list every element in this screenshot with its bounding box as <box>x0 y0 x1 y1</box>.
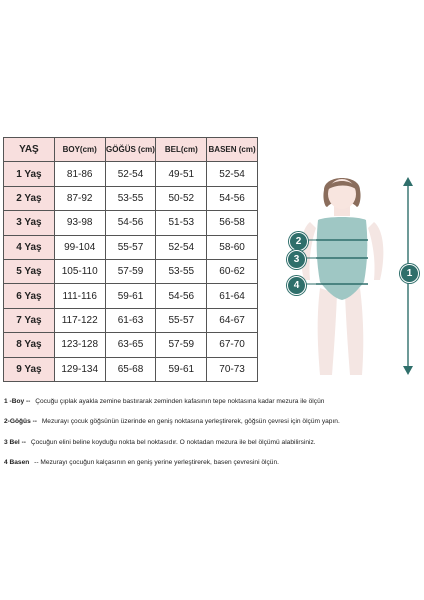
hip-cell: 58-60 <box>206 234 258 260</box>
header-age: YAŞ <box>3 136 55 163</box>
chest-cell: 52-54 <box>104 161 157 187</box>
note-text: Çocuğun elini beline koyduğu nokta bel n… <box>30 438 316 446</box>
note-text: Çocuğu çıplak ayakla zemine bastırarak z… <box>35 398 325 405</box>
age-cell: 9 Yaş <box>3 356 55 382</box>
height-cell: 123-128 <box>53 332 106 358</box>
child-bangs <box>327 181 357 190</box>
hip-cell: 52-54 <box>206 161 258 187</box>
measurement-notes: 1 -Boy -- Çocuğu çıplak ayakla zemine ba… <box>4 398 420 480</box>
chest-cell: 65-68 <box>104 356 157 382</box>
height-cell: 99-104 <box>53 234 106 260</box>
hip-cell: 56-58 <box>206 210 258 236</box>
chest-cell: 55-57 <box>104 234 157 260</box>
table-row: 6 Yaş 111-116 59-61 54-56 61-64 <box>3 283 258 309</box>
child-measurement-figure: 1 2 3 4 <box>260 170 424 390</box>
height-arrow-top <box>403 177 413 186</box>
size-chart-table: YAŞ BOY(cm) GÖĞÜS (cm) BEL(cm) BASEN (cm… <box>3 136 258 382</box>
marker-1-height: 1 <box>400 264 419 283</box>
chest-cell: 53-55 <box>104 185 157 212</box>
age-cell: 4 Yaş <box>3 234 55 260</box>
age-cell: 3 Yaş <box>3 210 55 236</box>
height-arrow-bottom <box>403 366 413 375</box>
header-height: BOY(cm) <box>53 136 106 163</box>
note-label: 3 Bel -- <box>4 438 26 446</box>
chest-cell: 57-59 <box>104 258 157 285</box>
note-hip: 4 Basen -- Mezurayı çocuğun kalçasının e… <box>4 459 420 467</box>
hip-cell: 54-56 <box>206 185 258 212</box>
waist-cell: 54-56 <box>155 283 208 309</box>
note-text: Mezurayı çocuk göğsünün üzerinde en geni… <box>41 418 340 426</box>
hip-cell: 61-64 <box>206 283 258 309</box>
note-label: 4 Basen <box>4 459 30 467</box>
marker-4-hip: 4 <box>287 276 306 295</box>
header-hip: BASEN (cm) <box>206 136 258 163</box>
height-cell: 87-92 <box>53 185 106 212</box>
table-row: 8 Yaş 123-128 63-65 57-59 67-70 <box>3 332 258 358</box>
waist-cell: 59-61 <box>155 356 208 382</box>
age-cell: 8 Yaş <box>3 332 55 358</box>
chest-cell: 54-56 <box>104 210 157 236</box>
child-arms <box>300 222 384 280</box>
marker-2-chest: 2 <box>289 232 308 251</box>
table-row: 4 Yaş 99-104 55-57 52-54 58-60 <box>3 234 258 260</box>
child-face <box>328 179 356 209</box>
waist-cell: 52-54 <box>155 234 208 260</box>
chest-cell: 59-61 <box>104 283 157 309</box>
age-cell: 6 Yaş <box>3 283 55 309</box>
height-cell: 111-116 <box>53 283 106 309</box>
table-row: 7 Yaş 117-122 61-63 55-57 64-67 <box>3 307 258 334</box>
waist-cell: 53-55 <box>155 258 208 285</box>
table-row: 1 Yaş 81-86 52-54 49-51 52-54 <box>3 161 258 187</box>
note-height: 1 -Boy -- Çocuğu çıplak ayakla zemine ba… <box>4 398 420 406</box>
child-silhouette-illustration <box>300 177 413 375</box>
child-legs <box>317 288 364 375</box>
table-row: 9 Yaş 129-134 65-68 59-61 70-73 <box>3 356 258 382</box>
hip-cell: 67-70 <box>206 332 258 358</box>
note-label: 1 -Boy -- <box>4 398 31 405</box>
waist-cell: 57-59 <box>155 332 208 358</box>
marker-3-waist: 3 <box>287 250 306 269</box>
chest-cell: 63-65 <box>104 332 157 358</box>
height-cell: 105-110 <box>53 258 106 285</box>
note-chest: 2-Göğüs -- Mezurayı çocuk göğsünün üzeri… <box>4 418 420 426</box>
note-text: -- Mezurayı çocuğun kalçasının en geniş … <box>34 459 279 467</box>
note-label: 2-Göğüs -- <box>4 418 37 426</box>
age-cell: 2 Yaş <box>3 185 55 212</box>
age-cell: 7 Yaş <box>3 307 55 334</box>
hip-cell: 70-73 <box>206 356 258 382</box>
hip-cell: 64-67 <box>206 307 258 334</box>
height-cell: 81-86 <box>53 161 106 187</box>
waist-cell: 50-52 <box>155 185 208 212</box>
waist-cell: 55-57 <box>155 307 208 334</box>
table-row: 3 Yaş 93-98 54-56 51-53 56-58 <box>3 210 258 236</box>
table-row: 2 Yaş 87-92 53-55 50-52 54-56 <box>3 185 258 212</box>
note-waist: 3 Bel -- Çocuğun elini beline koyduğu no… <box>4 439 420 447</box>
height-cell: 129-134 <box>53 356 106 382</box>
table-header-row: YAŞ BOY(cm) GÖĞÜS (cm) BEL(cm) BASEN (cm… <box>3 136 258 163</box>
age-cell: 1 Yaş <box>3 161 55 187</box>
waist-cell: 51-53 <box>155 210 208 236</box>
height-cell: 117-122 <box>53 307 106 334</box>
table-row: 5 Yaş 105-110 57-59 53-55 60-62 <box>3 258 258 285</box>
header-waist: BEL(cm) <box>155 136 208 163</box>
header-chest: GÖĞÜS (cm) <box>104 136 157 163</box>
height-cell: 93-98 <box>53 210 106 236</box>
age-cell: 5 Yaş <box>3 258 55 285</box>
waist-cell: 49-51 <box>155 161 208 187</box>
chest-cell: 61-63 <box>104 307 157 334</box>
hip-cell: 60-62 <box>206 258 258 285</box>
